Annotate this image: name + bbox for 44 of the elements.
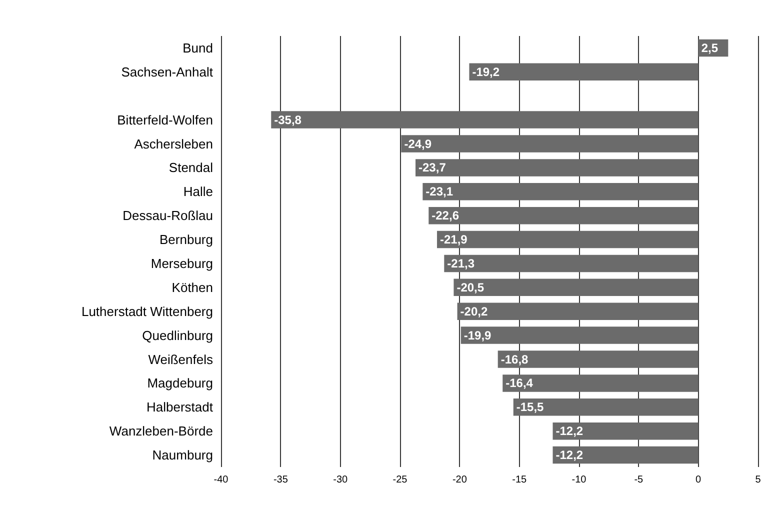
y-tick-label: Halberstadt: [146, 400, 214, 415]
y-tick-label: Bitterfeld-Wolfen: [117, 112, 213, 128]
x-tick-label: 5: [755, 474, 762, 486]
x-tick-label: -40: [214, 474, 229, 486]
x-tick-label: -20: [452, 474, 468, 486]
x-tick-label: -25: [392, 474, 408, 486]
y-tick-label: Köthen: [172, 280, 213, 295]
data-label: -19,2: [472, 64, 500, 79]
data-label: -23,1: [426, 184, 454, 199]
data-label: -15,5: [516, 400, 544, 414]
y-tick-label: Lutherstadt Wittenberg: [81, 304, 213, 319]
x-tick-label: -10: [572, 474, 587, 486]
y-tick-label: Sachsen-Anhalt: [121, 64, 214, 80]
data-label: -20,2: [460, 304, 488, 318]
y-tick-label: Merseburg: [150, 256, 213, 271]
y-tick-label: Dessau-Roßlau: [122, 208, 213, 224]
data-label: -12,2: [556, 424, 584, 438]
y-tick-label: Wanzleben-Börde: [109, 424, 213, 439]
data-label: -12,2: [556, 448, 584, 462]
data-label: 2,5: [701, 40, 718, 55]
y-tick-label: Halle: [183, 184, 213, 200]
data-label: -19,9: [464, 328, 492, 342]
y-tick-label: Bernburg: [160, 232, 213, 248]
data-label: -23,7: [418, 160, 446, 175]
x-tick-label: -5: [634, 474, 644, 486]
y-tick-label: Magdeburg: [147, 376, 213, 391]
data-label: -20,5: [456, 280, 484, 294]
data-label: -24,9: [404, 136, 432, 151]
y-tick-label: Weißenfels: [148, 352, 214, 367]
x-tick-label: -35: [273, 474, 288, 486]
x-tick-label: -15: [512, 474, 527, 486]
data-label: -21,3: [447, 256, 475, 270]
data-label: -21,9: [440, 232, 468, 247]
data-label: -16,4: [506, 376, 534, 390]
y-tick-label: Aschersleben: [134, 136, 213, 152]
y-tick-label: Stendal: [168, 160, 214, 176]
y-tick-label: Naumburg: [152, 448, 213, 463]
data-label: -16,8: [500, 352, 529, 366]
data-label: -35,8: [274, 112, 302, 127]
data-label: -22,6: [432, 208, 460, 223]
y-tick-label: Bund: [182, 40, 213, 56]
y-tick-label: Quedlinburg: [142, 328, 213, 343]
x-tick-label: 0: [696, 474, 702, 486]
x-tick-label: -30: [333, 474, 348, 486]
